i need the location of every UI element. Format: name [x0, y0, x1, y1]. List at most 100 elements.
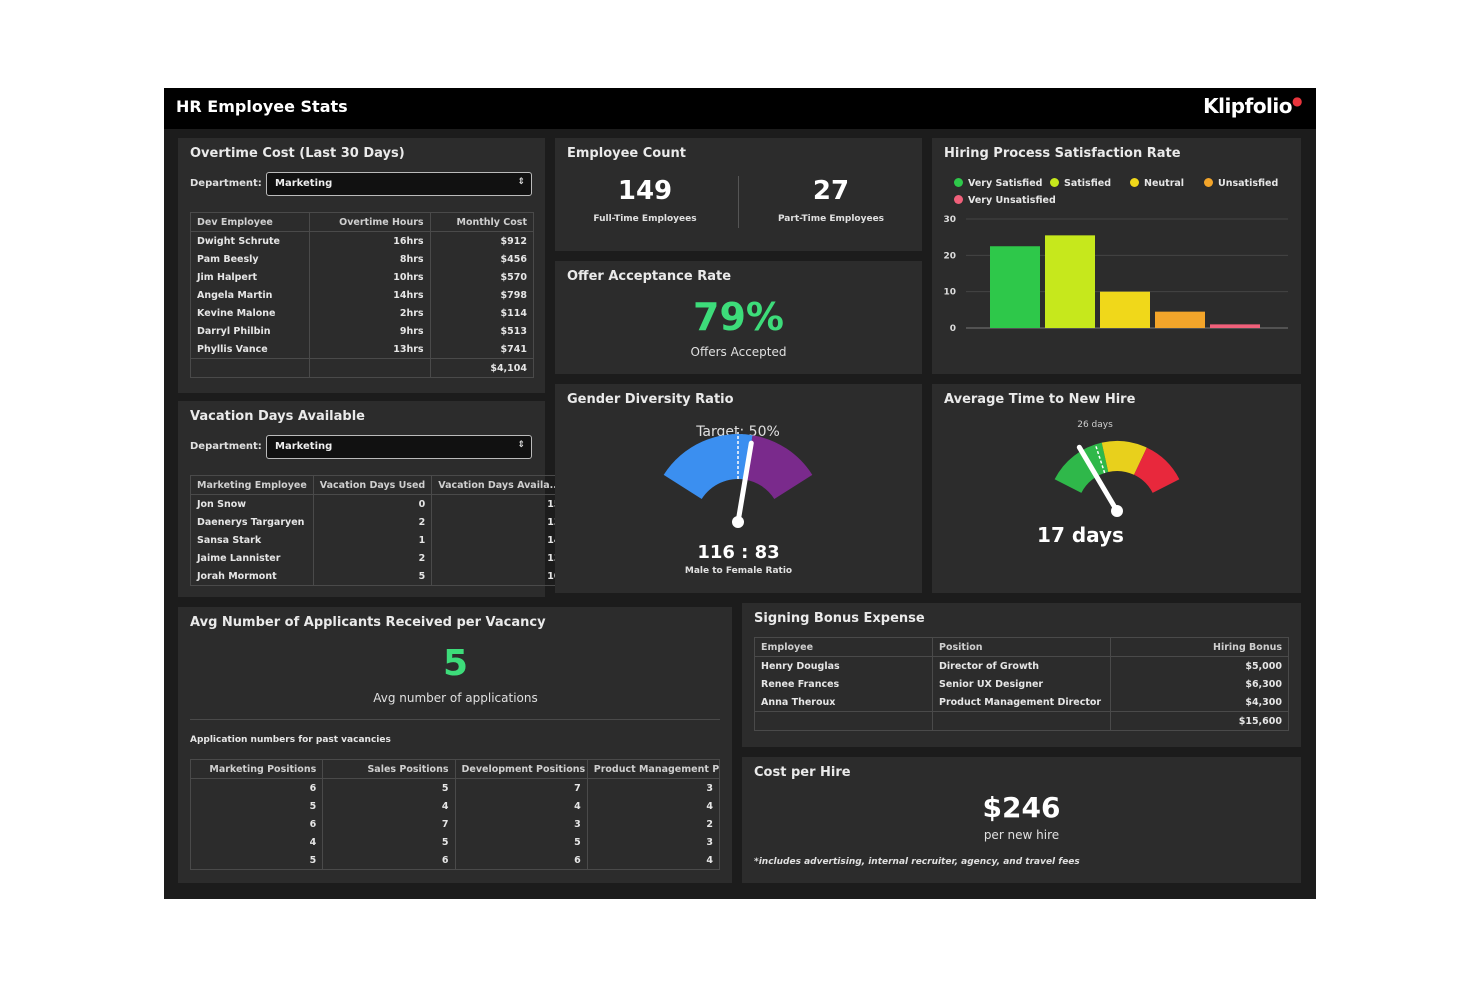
- column-header[interactable]: Dev Employee: [190, 212, 310, 232]
- employee-count-title: Employee Count: [567, 146, 686, 161]
- legend-label: Very Satisfied: [968, 178, 1043, 189]
- offer-acceptance-title: Offer Acceptance Rate: [567, 269, 732, 284]
- table-cell: Director of Growth: [932, 656, 1111, 675]
- legend-item[interactable]: Satisfied: [1050, 178, 1111, 189]
- table-cell: $4,300: [1110, 693, 1289, 712]
- department-select[interactable]: Marketing ⇕: [266, 435, 532, 459]
- department-select[interactable]: Marketing ⇕: [266, 172, 532, 196]
- table-cell: 3: [586, 778, 721, 797]
- table-cell: 0: [312, 494, 433, 513]
- column-header[interactable]: Position: [932, 637, 1111, 657]
- table-cell: 4: [586, 797, 721, 815]
- table-row[interactable]: Phyllis Vance 13hrs $741: [190, 340, 535, 359]
- table-row[interactable]: Jorah Mormont 5 10: [190, 567, 568, 586]
- table-cell: 15: [431, 494, 568, 513]
- y-tick-label: 30: [943, 215, 956, 225]
- table-cell: $114: [429, 304, 535, 322]
- overtime-department-filter: Department: Marketing ⇕: [190, 172, 534, 198]
- applicants-value: 5: [442, 643, 469, 684]
- table-cell: 4: [322, 797, 456, 815]
- applicants-label: Avg number of applications: [373, 691, 538, 705]
- bar-very-unsatisfied[interactable]: [1210, 324, 1260, 328]
- table-cell: Jon Snow: [190, 494, 314, 513]
- cost-per-hire-value: $246: [982, 791, 1061, 824]
- bar-unsatisfied[interactable]: [1155, 311, 1205, 328]
- column-header[interactable]: Monthly Cost: [429, 212, 535, 232]
- vacation-department-filter: Department: Marketing ⇕: [190, 435, 534, 461]
- table-row[interactable]: Renee Frances Senior UX Designer $6,300: [754, 675, 1289, 693]
- column-header[interactable]: Development Positions: [454, 759, 588, 779]
- table-row[interactable]: Jon Snow 0 15: [190, 494, 568, 513]
- table-cell: 2: [586, 815, 721, 833]
- y-tick-label: 0: [950, 324, 956, 334]
- table-row[interactable]: Pam Beesly 8hrs $456: [190, 250, 535, 268]
- table-row[interactable]: Angela Martin 14hrs $798: [190, 286, 535, 304]
- table-cell: 4: [454, 797, 588, 815]
- needle-hub: [1111, 505, 1123, 517]
- part-time-label: Part-Time Employees: [777, 214, 885, 224]
- column-header[interactable]: Overtime Hours: [308, 212, 431, 232]
- legend-swatch-icon: [1204, 178, 1213, 187]
- legend-item[interactable]: Unsatisfied: [1204, 178, 1278, 189]
- table-cell: Jaime Lannister: [190, 549, 314, 567]
- legend-item[interactable]: Very Unsatisfied: [954, 195, 1056, 206]
- table-row[interactable]: Kevine Malone 2hrs $114: [190, 304, 535, 322]
- satisfaction-title: Hiring Process Satisfaction Rate: [944, 146, 1181, 161]
- table-cell: Renee Frances: [754, 675, 933, 693]
- column-header[interactable]: Employee: [754, 637, 933, 657]
- y-tick-label: 20: [943, 251, 956, 261]
- legend-item[interactable]: Neutral: [1130, 178, 1184, 189]
- cost-per-hire-card: Cost per Hire $246 per new hire *include…: [742, 757, 1301, 883]
- table-row[interactable]: Jim Halpert 10hrs $570: [190, 268, 535, 286]
- time-to-hire-gauge: 26 days: [1054, 420, 1180, 517]
- column-header[interactable]: Hiring Bonus: [1110, 637, 1289, 657]
- time-to-hire-needle: [1076, 444, 1120, 514]
- full-time-label: Full-Time Employees: [593, 214, 697, 224]
- gauge-target-label: 26 days: [1077, 420, 1113, 430]
- table-row[interactable]: Darryl Philbin 9hrs $513: [190, 322, 535, 340]
- applicants-card: Avg Number of Applicants Received per Va…: [178, 607, 732, 883]
- dashboard-frame: HR Employee Stats Klipfolio● Overtime Co…: [164, 88, 1316, 899]
- column-header[interactable]: Marketing Positions: [189, 759, 324, 779]
- legend-item[interactable]: Very Satisfied: [954, 178, 1042, 189]
- danger-zone-arc: [1134, 447, 1180, 493]
- table-cell: $798: [429, 286, 535, 304]
- table-row[interactable]: Daenerys Targaryen 2 13: [190, 513, 568, 531]
- table-cell: Henry Douglas: [754, 656, 933, 675]
- table-cell: Daenerys Targaryen: [190, 513, 314, 531]
- table-cell: $4,104: [429, 358, 535, 378]
- column-header[interactable]: Vacation Days Used: [312, 475, 433, 495]
- table-row[interactable]: Anna Theroux Product Management Director $…: [754, 693, 1289, 712]
- brand-logo: Klipfolio●: [1203, 94, 1302, 118]
- column-header[interactable]: Product Management Po...: [586, 759, 721, 779]
- time-to-hire-card: Average Time to New Hire 26 days 17 days: [932, 384, 1301, 593]
- table-row[interactable]: Jaime Lannister 2 13: [190, 549, 568, 567]
- table-cell: 5: [322, 778, 456, 797]
- bar-satisfied[interactable]: [1045, 235, 1095, 328]
- table-row[interactable]: Dwight Schrute 16hrs $912: [190, 231, 535, 250]
- table-row[interactable]: Sansa Stark 1 14: [190, 531, 568, 549]
- column-header[interactable]: Sales Positions: [322, 759, 456, 779]
- table-cell: Kevine Malone: [190, 304, 310, 322]
- column-header[interactable]: Vacation Days Availa...: [431, 475, 568, 495]
- table-cell: Pam Beesly: [190, 250, 310, 268]
- overtime-card: Overtime Cost (Last 30 Days) Department:…: [178, 138, 545, 393]
- bar-neutral[interactable]: [1100, 291, 1150, 328]
- table-cell: 14: [431, 531, 568, 549]
- overtime-title: Overtime Cost (Last 30 Days): [190, 146, 405, 161]
- bar-very-satisfied[interactable]: [990, 246, 1040, 328]
- table-cell: 6: [189, 815, 324, 833]
- brand-name: Klipfolio: [1203, 94, 1293, 118]
- table-row[interactable]: Henry Douglas Director of Growth $5,000: [754, 656, 1289, 675]
- table-cell: 2hrs: [308, 304, 431, 322]
- time-to-hire-value: 17 days: [1037, 523, 1124, 547]
- gender-gauge: Target: 50%: [663, 424, 813, 528]
- legend-label: Unsatisfied: [1218, 178, 1279, 189]
- column-header[interactable]: Marketing Employee: [190, 475, 314, 495]
- table-cell: 13hrs: [308, 340, 431, 359]
